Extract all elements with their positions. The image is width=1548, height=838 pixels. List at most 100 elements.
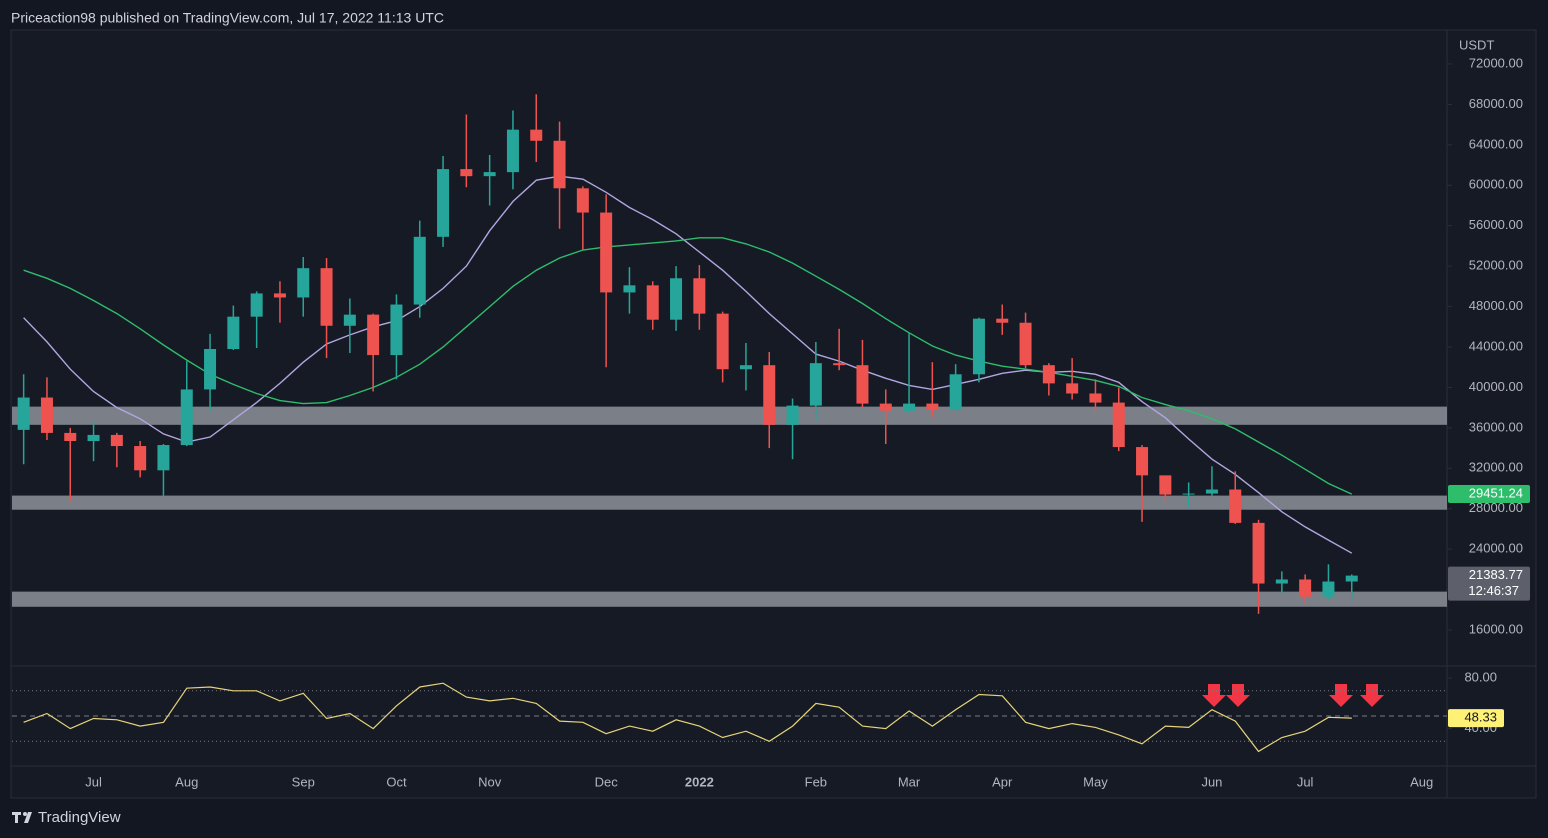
y-tick-label: 40000.00 <box>1469 379 1523 394</box>
y-tick-label: 32000.00 <box>1469 460 1523 475</box>
candle-body <box>460 169 473 177</box>
candle-body <box>437 169 450 237</box>
y-tick-label: 64000.00 <box>1469 136 1523 151</box>
arrows <box>1202 684 1384 707</box>
candle-body <box>506 129 519 173</box>
last-price-label: 21383.77 <box>1469 567 1523 582</box>
candle-body <box>1322 581 1335 597</box>
candle-body <box>1042 365 1055 384</box>
logo-part <box>24 812 32 823</box>
x-tick-label: Nov <box>478 774 502 789</box>
x-tick-label: Oct <box>386 774 407 789</box>
logo-part <box>23 812 27 816</box>
candle-body <box>530 129 543 141</box>
candle-body <box>646 285 659 320</box>
support-zone <box>12 591 1447 607</box>
candle-body <box>180 389 193 446</box>
y-tick-label: 68000.00 <box>1469 96 1523 111</box>
rsi-value-box <box>1448 709 1504 728</box>
candle-body <box>390 304 403 356</box>
candle-body <box>110 434 123 447</box>
candle-body <box>903 403 916 411</box>
y-tick-label: 28000.00 <box>1469 500 1523 515</box>
arrow <box>1360 684 1384 707</box>
candle-body <box>64 432 77 442</box>
y-tick-label: 16000.00 <box>1469 621 1523 636</box>
candle-body <box>693 278 706 314</box>
candle-body <box>227 316 240 350</box>
y-tick-label: 52000.00 <box>1469 258 1523 273</box>
candle-body <box>1205 489 1218 494</box>
candle-body <box>40 397 53 433</box>
y-tick-label: 72000.00 <box>1469 55 1523 70</box>
candle-body <box>87 434 100 442</box>
x-tick-label: Aug <box>175 774 198 789</box>
candle-body <box>413 236 426 305</box>
y-tick-label: 24000.00 <box>1469 541 1523 556</box>
ma-price-label: 29451.24 <box>1469 485 1523 500</box>
candle-body <box>996 318 1009 323</box>
y-tick-label: 80.00 <box>1464 670 1497 685</box>
candle-body <box>856 365 869 404</box>
candle-body <box>1299 579 1312 597</box>
candle-body <box>1252 522 1265 584</box>
candle-body <box>949 374 962 410</box>
x-tick-label: Aug <box>1410 774 1433 789</box>
candle-body <box>343 314 356 326</box>
candle-body <box>1112 402 1125 448</box>
candle-body <box>320 268 333 326</box>
brand-logo <box>12 812 32 823</box>
candle-body <box>1275 579 1288 584</box>
x-tick-label: Apr <box>992 774 1013 789</box>
candle-body <box>367 314 380 356</box>
candle-body <box>1182 493 1195 495</box>
y-tick-label: 48000.00 <box>1469 298 1523 313</box>
candle-body <box>1159 475 1172 495</box>
candle-body <box>763 365 776 425</box>
candle-body <box>926 403 939 410</box>
x-tick-label: Jun <box>1201 774 1222 789</box>
candle-body <box>786 405 799 425</box>
x-tick-label: Mar <box>898 774 921 789</box>
candle-body <box>833 363 846 366</box>
candle-body <box>623 285 636 293</box>
y-tick-label: 36000.00 <box>1469 419 1523 434</box>
logo-part <box>15 812 18 823</box>
candle-body <box>17 397 30 430</box>
candle-body <box>204 349 217 390</box>
countdown-label: 12:46:37 <box>1468 583 1519 598</box>
y-tick-label: 44000.00 <box>1469 338 1523 353</box>
candle-body <box>879 403 892 411</box>
ma-price-box <box>1448 485 1530 504</box>
candle-body <box>576 188 589 213</box>
candle-body <box>600 212 613 293</box>
y-tick-label: 56000.00 <box>1469 217 1523 232</box>
candle-body <box>250 293 263 317</box>
last-price-box <box>1448 566 1530 601</box>
candle-body <box>670 278 683 320</box>
candle-body <box>1019 322 1032 366</box>
candle-body <box>739 365 752 370</box>
candle-body <box>134 446 147 471</box>
x-tick-label: Feb <box>805 774 827 789</box>
x-tick-label: May <box>1083 774 1108 789</box>
x-tick-label: Jul <box>85 774 102 789</box>
candle-body <box>1089 393 1102 403</box>
x-tick-label: 2022 <box>685 774 714 789</box>
candle-body <box>809 363 822 406</box>
candle-body <box>1345 575 1358 582</box>
x-tick-label: Jul <box>1297 774 1314 789</box>
support-zone <box>12 495 1447 510</box>
rsi-line <box>23 682 1352 753</box>
unit-label: USDT <box>1459 37 1494 52</box>
arrow <box>1329 684 1353 707</box>
candle-body <box>1136 447 1149 476</box>
y-tick-label: 60000.00 <box>1469 177 1523 192</box>
candle-body <box>157 445 170 471</box>
x-tick-label: Sep <box>292 774 315 789</box>
header: Priceaction98 published on TradingView.c… <box>11 10 444 26</box>
candle-body <box>1066 383 1079 394</box>
support-zone <box>12 406 1447 425</box>
candle-body <box>297 268 310 298</box>
